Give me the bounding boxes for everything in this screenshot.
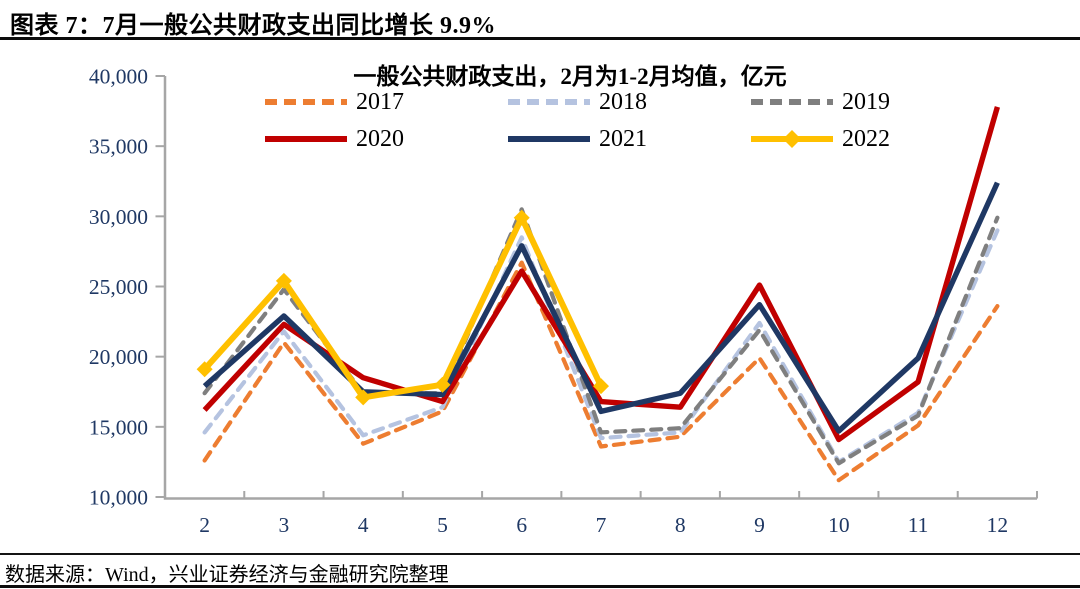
- page-bottom-border: [0, 585, 1080, 588]
- legend-marker-2021: [508, 136, 590, 142]
- legend-marker-2017: [265, 99, 347, 105]
- source-note: 数据来源：Wind，兴业证券经济与金融研究院整理: [5, 564, 449, 586]
- legend-item-2021: 2021: [506, 127, 749, 151]
- legend-label-2019: 2019: [842, 89, 890, 115]
- series-marker-2022: [434, 376, 451, 393]
- legend-label-2021: 2021: [599, 126, 647, 152]
- x-tick-label: 10: [828, 513, 850, 537]
- legend-item-2017: 2017: [263, 90, 506, 114]
- x-tick-label: 4: [358, 513, 369, 537]
- chart-legend-row-1: 2017 2018 2019: [263, 90, 992, 114]
- legend-label-2018: 2018: [599, 89, 647, 115]
- legend-label-2022: 2022: [842, 126, 890, 152]
- series-marker-2022: [355, 389, 372, 406]
- title-underline: [0, 37, 1080, 40]
- series-line-2022: [202, 214, 604, 401]
- figure-title: 图表 7：7月一般公共财政支出同比增长 9.9%: [10, 13, 496, 39]
- x-tick-label: 5: [437, 513, 448, 537]
- series-marker-2022: [513, 209, 530, 226]
- legend-item-2020: 2020: [263, 127, 506, 151]
- series-marker-2022: [275, 272, 292, 289]
- x-tick-label: 2: [199, 513, 210, 537]
- footer-divider: [0, 553, 1080, 555]
- legend-marker-2019: [751, 99, 833, 105]
- x-tick-label: 6: [516, 513, 527, 537]
- series-marker-2022: [196, 361, 213, 378]
- y-tick-label: 10,000: [89, 486, 148, 510]
- legend-label-2017: 2017: [356, 89, 404, 115]
- series-marker-2022: [593, 378, 609, 395]
- chart-subtitle: 一般公共财政支出，2月为1-2月均值，亿元: [353, 64, 787, 89]
- y-tick-label: 15,000: [89, 415, 148, 439]
- y-tick-label: 30,000: [89, 205, 148, 229]
- legend-label-2020: 2020: [356, 126, 404, 152]
- legend-item-2022: 2022: [749, 127, 992, 151]
- legend-item-2018: 2018: [506, 90, 749, 114]
- legend-marker-2018: [508, 99, 590, 105]
- chart-svg: 10,000 15,000 20,000 25,000 30,000 35,000 40,0…: [89, 65, 1038, 537]
- y-tick-label: 20,000: [89, 345, 148, 369]
- y-tick-label: 25,000: [89, 275, 148, 299]
- x-tick-label: 11: [908, 513, 929, 537]
- y-tick-label: 35,000: [89, 135, 148, 159]
- x-tick-label: 12: [987, 513, 1009, 537]
- x-tick-label: 3: [279, 513, 290, 537]
- legend-item-2019: 2019: [749, 90, 992, 114]
- x-tick-label: 8: [675, 513, 686, 537]
- legend-marker-2022: [751, 130, 833, 148]
- series-line-2018: [202, 228, 1000, 464]
- chart-legend-row-2: 2020 2021 2022: [263, 127, 992, 151]
- y-tick-label: 40,000: [89, 65, 148, 89]
- series-line-2021: [202, 181, 1000, 434]
- x-tick-label: 9: [754, 513, 765, 537]
- series-line-2017: [202, 260, 1000, 483]
- legend-marker-2020: [265, 136, 347, 142]
- x-tick-label: 7: [596, 513, 607, 537]
